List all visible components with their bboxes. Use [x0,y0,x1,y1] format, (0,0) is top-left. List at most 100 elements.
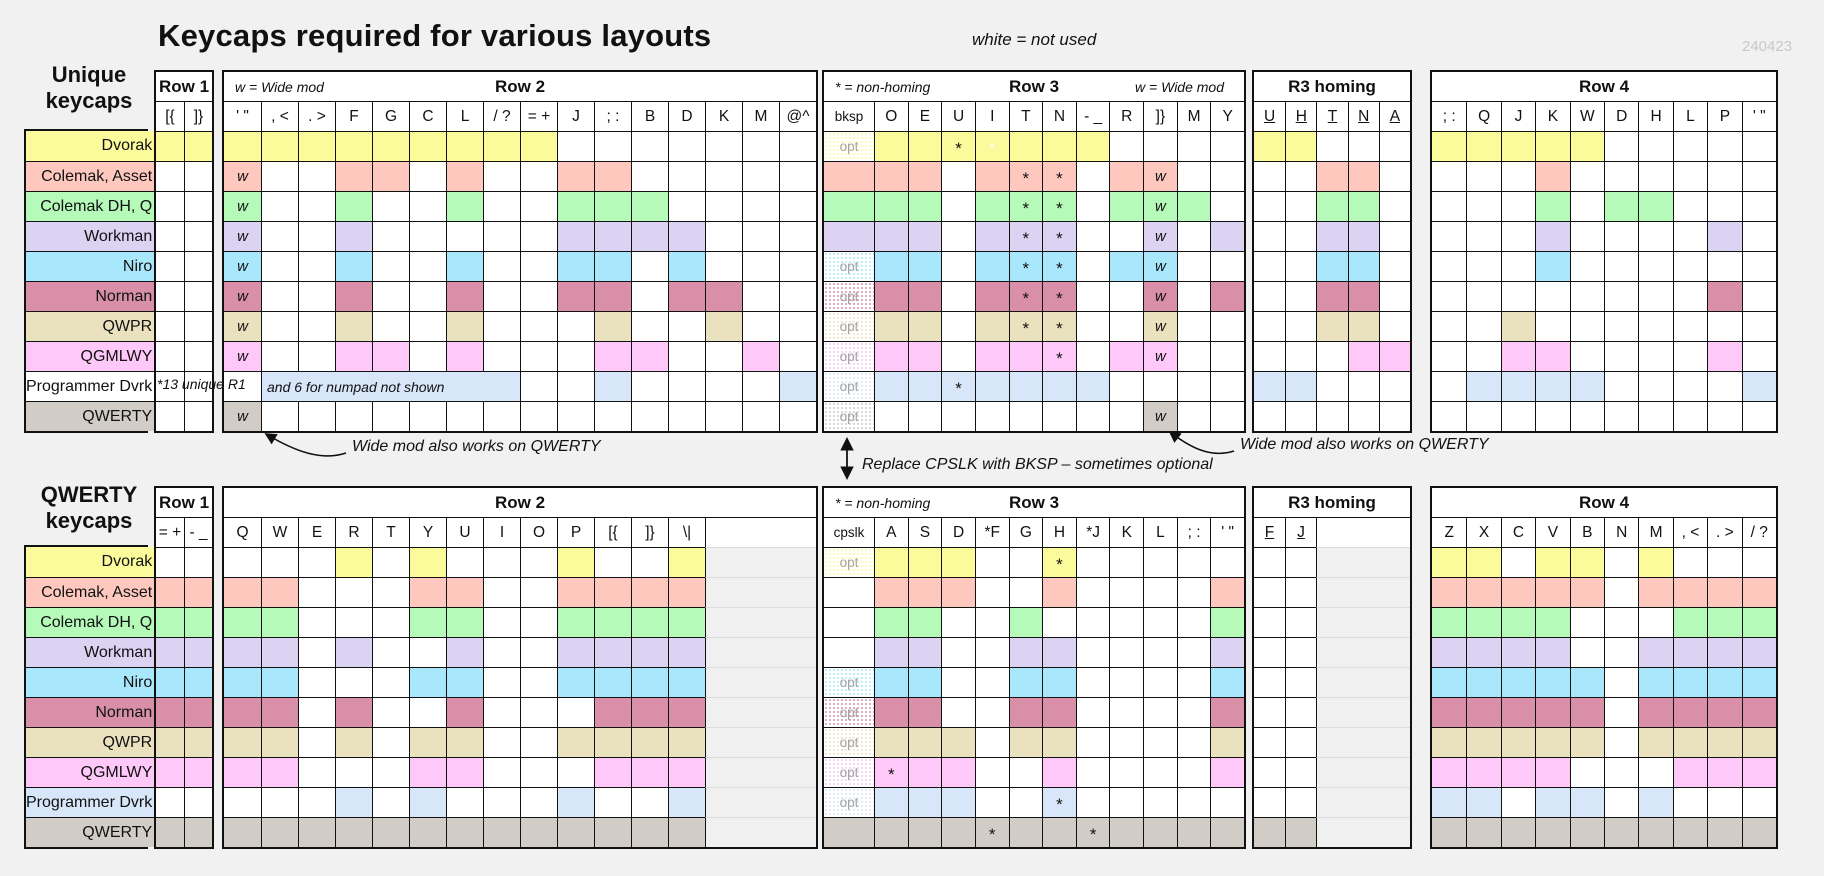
unique-keycaps-header: Unique keycaps [45,62,133,113]
cell-bottom-niro-r2-1 [261,667,298,697]
cell-top-qgmlwy-r2-2 [298,341,335,371]
cell-top-colemak_asset-r4-6 [1638,161,1673,191]
row-label-colemak_asset: Colemak, Asset [26,577,160,607]
cell-top-niro-r3-4 [974,251,1009,281]
col-header-bottom-r2-4: T [372,518,409,547]
filler-cell [705,727,816,757]
col-header-bottom-r2-12: \| [668,518,705,547]
cell-top-prog_dvrk-r3-10 [1176,371,1211,401]
cell-top-workman-r3-5: * [1008,221,1043,251]
cell-bottom-qgmlwy-r4-5 [1604,757,1639,787]
col-header-bottom-r3-3: D [941,518,975,547]
row-label-dvorak: Dvorak [26,131,160,161]
cell-top-colemak_asset-r4-2 [1500,161,1536,191]
cell-top-dvorak-r4-1 [1466,131,1501,161]
cell-top-qgmlwy-r2-0: w [224,341,261,371]
cell-bottom-qgmlwy-r4-4 [1569,757,1604,787]
cell-bottom-prog_dvrk-r3-1 [874,787,908,817]
cell-top-niro-r1-0 [156,251,184,281]
cell-bottom-qwerty-r3-4: * [974,817,1009,847]
row-label-workman: Workman [26,221,160,251]
cell-bottom-dvorak-r4-2 [1500,547,1536,577]
col-header-bottom-r2-0: Q [236,523,249,541]
cell-bottom-qgmlwy-r1-0 [156,757,184,787]
cell-bottom-norman-r2-10 [594,697,631,727]
cell-bottom-qwerty-r3-0 [824,817,874,847]
cell-top-qgmlwy-r4-8 [1707,341,1742,371]
cell-top-prog_dvrk-r2-15 [779,371,816,401]
cell-top-colemak_asset-r2-4 [372,161,409,191]
cell-top-norman-r4-2 [1500,281,1536,311]
cell-top-qgmlwy-r1-1 [184,341,212,371]
cell-top-qwerty-r4-3 [1535,401,1570,431]
cell-top-qgmlwy-hom-4 [1378,341,1410,371]
col-header-top-r2-0: ' " [236,107,249,125]
cell-top-prog_dvrk-r3-9 [1143,371,1177,401]
cell-bottom-colemak_dhq-r2-2 [298,607,335,637]
cell-bottom-qgmlwy-r3-9 [1143,757,1177,787]
cell-top-qwerty-hom-2 [1316,401,1348,431]
cell-top-dvorak-r2-10 [594,131,631,161]
cell-bottom-dvorak-r3-1 [874,547,908,577]
cell-top-niro-r4-8 [1707,251,1742,281]
cell-top-niro-r2-11 [631,251,668,281]
cell-top-dvorak-r4-0 [1432,131,1467,161]
block-title: Row 2 [494,76,546,96]
cell-top-qwerty-hom-4 [1378,401,1410,431]
cell-top-dvorak-r3-4: * [974,131,1009,161]
cell-top-colemak_dhq-hom-4 [1378,191,1410,221]
cell-bottom-colemak_asset-hom-0 [1254,577,1285,607]
cell-bottom-workman-hom-0 [1254,637,1285,667]
cell-bottom-qwpr-r4-2 [1500,727,1536,757]
cell-bottom-workman-r3-10 [1176,637,1211,667]
cell-bottom-qwpr-r2-10 [594,727,631,757]
col-header-top-hom-3: N [1347,102,1379,131]
cell-bottom-workman-r3-9 [1143,637,1177,667]
cell-top-norman-r3-7 [1075,281,1110,311]
cell-top-colemak_asset-r2-15 [779,161,816,191]
cell-top-colemak_asset-r4-0 [1432,161,1467,191]
cell-bottom-prog_dvrk-r4-8 [1707,787,1742,817]
cell-top-qgmlwy-r2-10 [594,341,631,371]
cell-top-qwpr-r2-9 [557,311,594,341]
cell-top-niro-r3-3 [941,251,975,281]
cell-top-workman-r2-4 [372,221,409,251]
row-label-qgmlwy: QGMLWY [26,341,160,371]
row-label-qwpr: QWPR [26,727,160,757]
cell-bottom-workman-r4-2 [1500,637,1536,667]
cell-top-qgmlwy-r2-6 [446,341,483,371]
block-title: Row 2 [494,492,546,512]
cell-bottom-prog_dvrk-r2-8 [520,787,557,817]
filler-header [705,518,816,547]
cell-bottom-qgmlwy-r1-1 [184,757,212,787]
cell-top-dvorak-r3-10 [1176,131,1211,161]
cell-bottom-qwpr-r2-1 [261,727,298,757]
cell-top-prog_dvrk-r2-14 [742,371,779,401]
row-label-qgmlwy: QGMLWY [26,757,160,787]
cell-bottom-niro-r1-0 [156,667,184,697]
cell-bottom-colemak_asset-r3-0 [824,577,874,607]
cell-top-norman-r2-3 [335,281,372,311]
cell-bottom-colemak_asset-r3-10 [1176,577,1211,607]
cell-top-workman-r3-1 [874,221,908,251]
cell-bottom-workman-r3-8 [1109,637,1144,667]
cell-top-qgmlwy-r2-15 [779,341,816,371]
cell-top-niro-r4-0 [1432,251,1467,281]
cell-top-dvorak-r4-7 [1672,131,1708,161]
cell-top-niro-r3-1 [874,251,908,281]
cell-bottom-qwerty-r2-4 [372,817,409,847]
cell-top-colemak_asset-r4-9 [1741,161,1776,191]
cell-top-qwerty-r2-3 [335,401,372,431]
cell-bottom-prog_dvrk-r3-8 [1109,787,1144,817]
cell-bottom-qgmlwy-r2-4 [372,757,409,787]
cell-bottom-colemak_dhq-r3-0 [824,607,874,637]
cell-top-qgmlwy-r3-2 [907,341,942,371]
cell-top-prog_dvrk-r3-6 [1042,371,1076,401]
cell-top-dvorak-r3-9 [1143,131,1177,161]
cell-top-workman-r3-2 [907,221,942,251]
cell-top-workman-hom-2 [1316,221,1348,251]
cell-bottom-colemak_dhq-r2-8 [520,607,557,637]
cell-bottom-qwerty-r4-5 [1604,817,1639,847]
filler-cell [1316,577,1410,607]
